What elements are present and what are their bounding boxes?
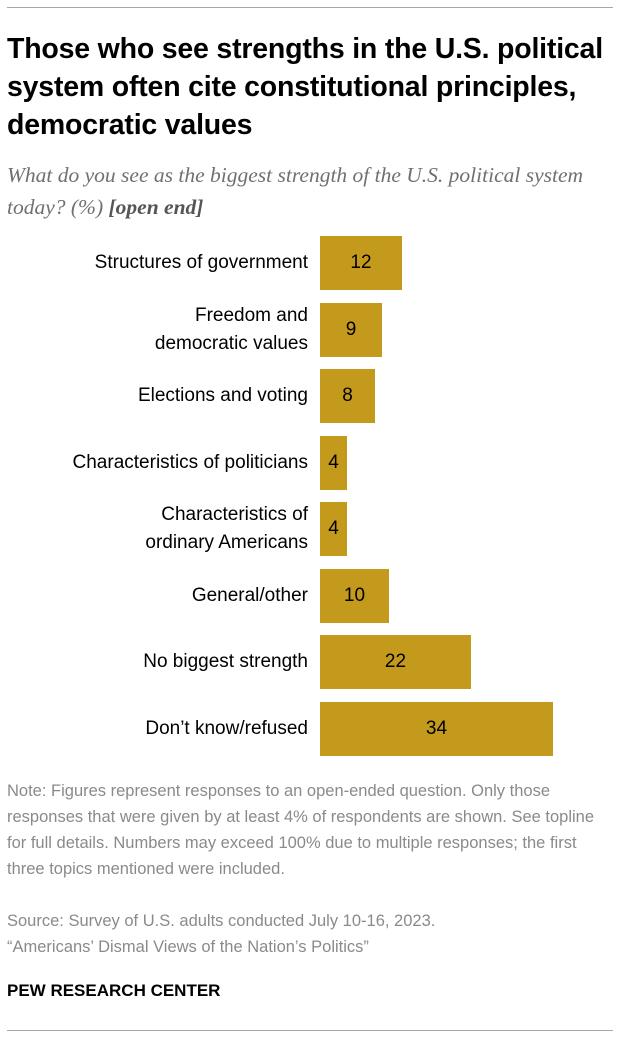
value-label: 12 (350, 252, 372, 273)
value-label: 9 (345, 318, 357, 340)
bar-chart: Structures of government 12 Freedom and de… (0, 226, 620, 766)
category-label: No biggest strength (143, 651, 308, 672)
bar (320, 302, 382, 357)
bar (320, 435, 347, 490)
chart-subtitle: What do you see as the biggest strength … (7, 159, 607, 223)
value-label: 8 (342, 385, 353, 406)
value-label: 10 (343, 584, 366, 606)
organization-logo-text: PEW RESEARCH CENTER (7, 981, 221, 1000)
category-label: Don’t know/refused (145, 717, 308, 739)
category-label: Elections and voting (137, 385, 308, 406)
category-label: General/other (191, 584, 308, 606)
category-label: Characteristics of ordinary Americans (145, 504, 308, 553)
bar (320, 568, 389, 623)
category-label: Freedom and democratic values (154, 304, 308, 354)
value-label: 4 (328, 518, 339, 539)
source-report-title: “Americans’ Dismal Views of the Nation’s… (7, 938, 369, 956)
category-label: Characteristics of politicians (72, 451, 308, 473)
top-rule (7, 7, 613, 8)
chart-note: Note: Figures represent responses to an … (7, 782, 595, 878)
value-label: 22 (384, 651, 407, 672)
bar (320, 236, 402, 290)
category-label: Structures of government (94, 252, 308, 273)
bar (320, 635, 471, 689)
bar (320, 369, 375, 423)
source-line: Source: Survey of U.S. adults conducted … (7, 912, 436, 930)
value-label: 4 (328, 451, 339, 473)
value-label: 34 (425, 717, 448, 739)
subtitle-question: What do you see as the biggest strength … (7, 163, 584, 219)
chart-title: Those who see strengths in the U.S. poli… (7, 33, 603, 141)
bar (320, 502, 347, 556)
bottom-rule (7, 1030, 613, 1031)
subtitle-open-end-tag: [open end] (108, 195, 204, 219)
bar (320, 701, 553, 756)
chart-source: Source: Survey of U.S. adults conducted … (7, 908, 617, 960)
